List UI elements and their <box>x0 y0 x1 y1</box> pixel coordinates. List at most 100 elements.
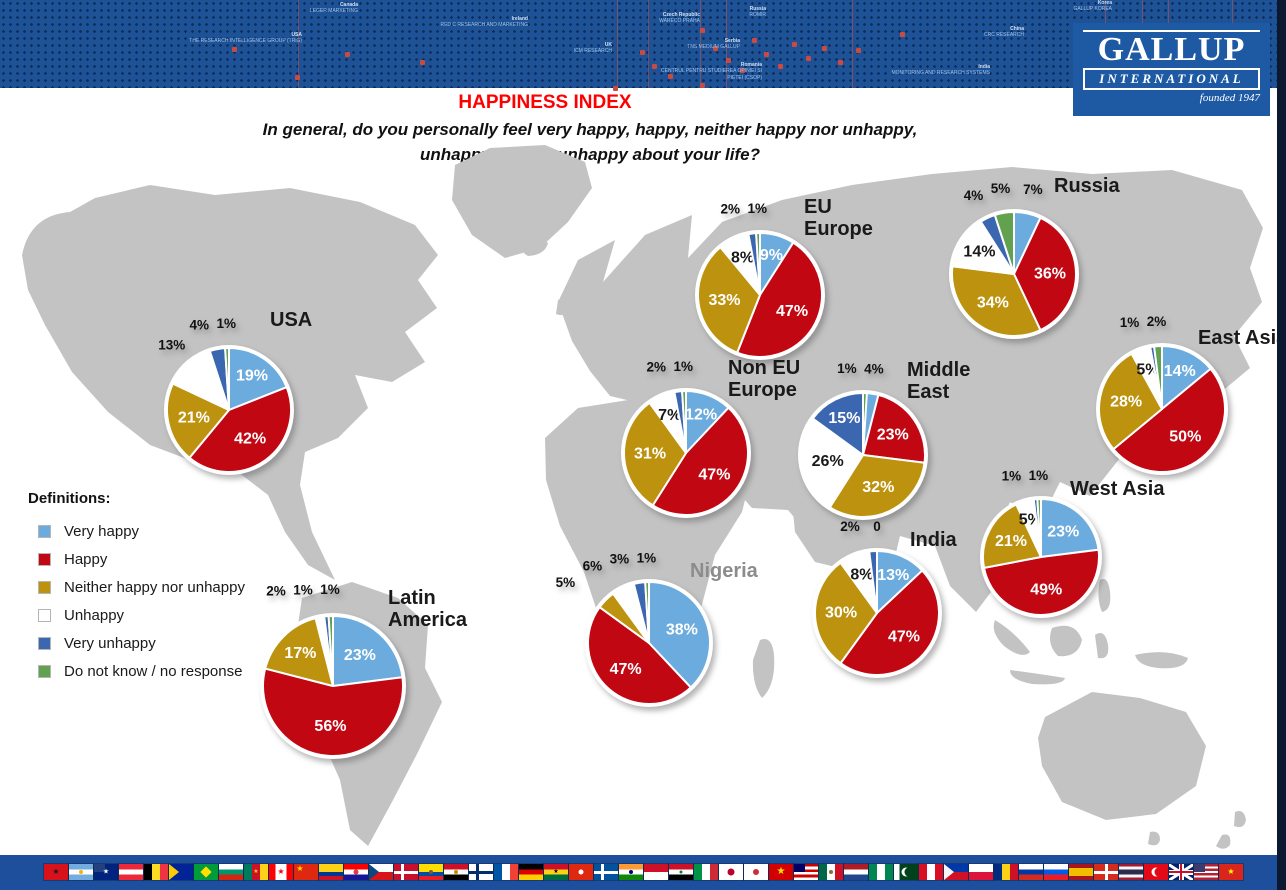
cross-bar <box>476 864 479 880</box>
value-label-happy: 23% <box>877 426 909 443</box>
value-label-happy: 36% <box>1034 266 1066 283</box>
slice-very-happy <box>332 615 404 687</box>
flag-emblem-disc <box>629 870 633 874</box>
network-city-dot <box>764 52 769 57</box>
flag-spain <box>1069 864 1093 880</box>
flag-emblem-star: ★ <box>553 869 559 875</box>
slice-neither-happy-nor-unhappy <box>1098 352 1163 451</box>
value-label-very-happy: 23% <box>1047 523 1079 540</box>
network-city-dot <box>806 56 811 61</box>
slice-neither-happy-nor-unhappy <box>697 246 761 354</box>
slice-unhappy <box>951 220 1015 275</box>
value-label-do-not-know-no-response: 1% <box>1029 468 1049 483</box>
pie-west-asia: 23%49%21%5%1% 1% <box>980 468 1102 618</box>
value-label-neither-happy-nor-unhappy: 34% <box>977 295 1009 312</box>
flag-nigeria <box>869 864 893 880</box>
flag-emblem-disc <box>679 870 683 874</box>
flag-finland <box>469 864 493 880</box>
member-agency-uk: UK ICM RESEARCH <box>574 42 612 55</box>
network-connector-line <box>852 0 853 88</box>
agency-country: USA <box>291 32 302 38</box>
pie-india: 13% 47% 30% 8% 2% 0 <box>812 519 942 678</box>
flag-emblem-cross <box>394 864 418 880</box>
legend-label: Very happy <box>64 522 140 540</box>
region-label-east-asia: East Asia <box>1198 327 1286 349</box>
flag-emblem-star: ★ <box>776 866 786 877</box>
network-city-dot <box>345 52 350 57</box>
value-label-do-not-know-no-response: 1% <box>837 361 857 376</box>
region-label-russia: Russia <box>1054 175 1120 197</box>
right-edge-strip <box>1277 0 1286 890</box>
slice-neither-happy-nor-unhappy <box>166 382 230 459</box>
network-city-dot <box>232 47 237 52</box>
country-flags-band: ★ ★ ★ ★ ★ ★ ★ ★ <box>0 855 1286 890</box>
agency-name: ROMIR <box>749 12 766 19</box>
pie-usa: 19% 42% 21% 13% 4% 1% <box>158 316 294 475</box>
flag-albania: ★ <box>44 864 68 880</box>
network-city-dot <box>420 60 425 65</box>
flag-emblem-disc <box>727 868 735 876</box>
slice-happy <box>983 548 1100 617</box>
value-label-happy: 47% <box>888 628 920 645</box>
survey-question-line1: In general, do you personally feel very … <box>262 120 918 139</box>
slice-do-not-know-no-response <box>755 232 761 296</box>
slice-do-not-know-no-response <box>1036 498 1042 558</box>
region-label-middle-east: Middle East <box>907 359 971 403</box>
value-label-unhappy: 8% <box>850 566 873 583</box>
slice-very-happy <box>1040 498 1100 558</box>
flag-emblem-crescent <box>901 867 913 877</box>
member-agency-canada: Canada LEGER MARKETING <box>310 2 358 15</box>
flag-emblem-star: ★ <box>1227 867 1235 876</box>
flag-brazil <box>194 864 218 880</box>
value-label-unhappy: 2% <box>266 584 286 599</box>
flag-emblem-disc <box>79 870 83 874</box>
flag-belgium <box>144 864 168 880</box>
pie-latin-america: 23% 56% 17% 2% 1% 1% <box>260 582 406 759</box>
pie-east-asia: 14%50%28%5%1% 2% <box>1096 314 1228 475</box>
value-label-very-unhappy: 4% <box>964 188 984 203</box>
slice-happy <box>1112 367 1226 473</box>
slice-happy <box>862 393 926 464</box>
value-label-very-unhappy: 1% <box>1120 315 1140 330</box>
flag-malaysia <box>794 864 818 880</box>
slice-very-happy <box>648 581 711 689</box>
flag-canada: ★ <box>269 864 293 880</box>
slice-happy <box>1013 216 1077 332</box>
slice-neither-happy-nor-unhappy <box>982 503 1042 569</box>
value-label-neither-happy-nor-unhappy: 21% <box>178 409 210 426</box>
pie-russia: 7% 36% 34% 14% 4% 5% <box>949 181 1079 339</box>
agency-name: GALLUP KOREA <box>1073 6 1112 13</box>
slice-do-not-know-no-response <box>1153 345 1163 410</box>
value-label-do-not-know-no-response: 1% <box>748 201 768 216</box>
cross-bar <box>1104 864 1108 880</box>
network-city-dot <box>752 38 757 43</box>
legend-item-do-not-know-no-response: Do not know / no response <box>28 657 245 685</box>
flag-pakistan <box>894 864 918 880</box>
header-band: Canada LEGER MARKETING USA THE RESEARCH INT… <box>0 0 1286 91</box>
agency-country: China <box>1010 26 1024 32</box>
network-connector-line <box>617 0 618 88</box>
value-label-do-not-know-no-response: 0 <box>873 519 881 534</box>
flag-romania <box>994 864 1018 880</box>
slice-neither-happy-nor-unhappy <box>623 401 687 507</box>
value-label-very-happy: 19% <box>236 368 268 385</box>
value-label-happy: 49% <box>1030 582 1062 599</box>
flag-emblem-disc <box>353 869 359 875</box>
flag-emblem-cross <box>594 864 618 880</box>
agency-country: Russia <box>749 6 766 12</box>
region-label-nigeria: Nigeria <box>690 560 758 582</box>
value-label-very-unhappy: 15% <box>828 410 860 427</box>
slice-happy <box>262 667 404 757</box>
value-label-very-happy: 4% <box>864 362 884 377</box>
flag-emblem-tri <box>944 864 954 880</box>
agency-name: CRC RESEARCH <box>983 32 1024 39</box>
logo-subtitle: INTERNATIONAL <box>1083 68 1260 90</box>
network-city-dot <box>726 58 731 63</box>
agency-country: Czech Republic <box>662 12 700 18</box>
agency-country: UK <box>604 42 612 48</box>
agency-name: TNS MEDIUM GALLUP <box>687 44 740 51</box>
slice-very-happy <box>228 347 288 411</box>
member-agency-russia: Russia ROMIR <box>749 6 766 19</box>
slice-happy <box>587 606 692 705</box>
flag-iraq <box>669 864 693 880</box>
